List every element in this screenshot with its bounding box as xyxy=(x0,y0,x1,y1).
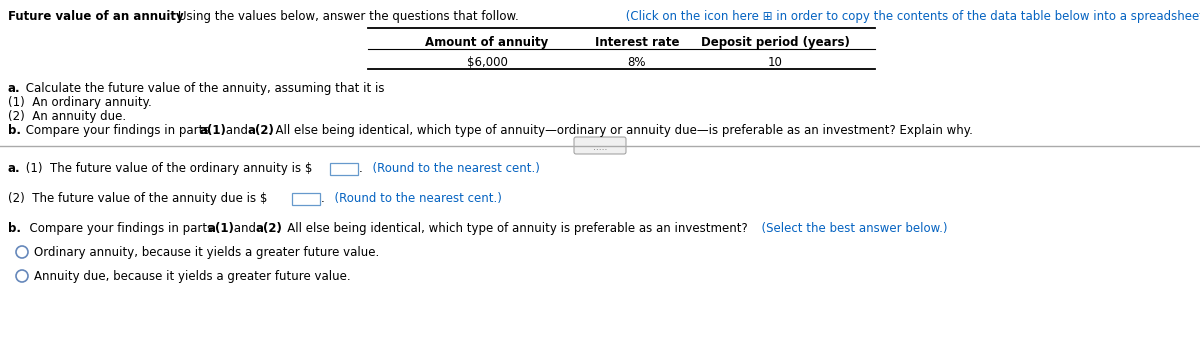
Text: a(1): a(1) xyxy=(208,222,235,235)
Text: a(2): a(2) xyxy=(247,124,274,137)
Text: (1)  The future value of the ordinary annuity is $: (1) The future value of the ordinary ann… xyxy=(22,162,312,175)
Text: Amount of annuity: Amount of annuity xyxy=(425,36,548,49)
Text: 8%: 8% xyxy=(628,56,647,69)
Text: (2)  The future value of the annuity due is $: (2) The future value of the annuity due … xyxy=(8,192,268,205)
Text: .: . xyxy=(322,192,325,205)
Text: Interest rate: Interest rate xyxy=(595,36,679,49)
Text: Compare your findings in parts: Compare your findings in parts xyxy=(22,124,214,137)
Text: a.: a. xyxy=(8,82,20,95)
Text: b.: b. xyxy=(8,222,22,235)
Text: b.: b. xyxy=(8,124,22,137)
Text: .: . xyxy=(359,162,362,175)
Text: (Round to the nearest cent.): (Round to the nearest cent.) xyxy=(365,162,540,175)
Text: $6,000: $6,000 xyxy=(467,56,508,69)
Text: a(1): a(1) xyxy=(200,124,227,137)
Text: Compare your findings in parts: Compare your findings in parts xyxy=(22,222,217,235)
Text: (Click on the icon here ⊞ in order to copy the contents of the data table below : (Click on the icon here ⊞ in order to co… xyxy=(622,10,1200,23)
Text: . All else being identical, which type of annuity—ordinary or annuity due—is pre: . All else being identical, which type o… xyxy=(268,124,973,137)
FancyBboxPatch shape xyxy=(292,193,320,205)
Text: Future value of an annuity: Future value of an annuity xyxy=(8,10,184,23)
Text: and: and xyxy=(222,124,252,137)
Text: (1)  An ordinary annuity.: (1) An ordinary annuity. xyxy=(8,96,151,109)
Text: a(2): a(2) xyxy=(256,222,282,235)
FancyBboxPatch shape xyxy=(574,137,626,154)
Text: 10: 10 xyxy=(768,56,782,69)
Text: .  All else being identical, which type of annuity is preferable as an investmen: . All else being identical, which type o… xyxy=(276,222,748,235)
Text: (Round to the nearest cent.): (Round to the nearest cent.) xyxy=(326,192,502,205)
Text: a.: a. xyxy=(8,162,20,175)
Text: Ordinary annuity, because it yields a greater future value.: Ordinary annuity, because it yields a gr… xyxy=(34,246,379,259)
Text: and: and xyxy=(230,222,259,235)
Text: .....: ..... xyxy=(593,143,607,152)
Text: (Select the best answer below.): (Select the best answer below.) xyxy=(754,222,948,235)
Text: Using the values below, answer the questions that follow.: Using the values below, answer the quest… xyxy=(178,10,518,23)
Text: Annuity due, because it yields a greater future value.: Annuity due, because it yields a greater… xyxy=(34,270,350,283)
Text: Calculate the future value of the annuity, assuming that it is: Calculate the future value of the annuit… xyxy=(22,82,384,95)
FancyBboxPatch shape xyxy=(330,163,358,175)
Text: (2)  An annuity due.: (2) An annuity due. xyxy=(8,110,126,123)
Text: Deposit period (years): Deposit period (years) xyxy=(701,36,850,49)
